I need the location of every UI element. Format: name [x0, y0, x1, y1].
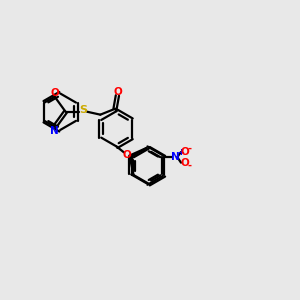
Text: O: O [114, 87, 122, 97]
Text: O: O [180, 158, 189, 168]
Text: -: - [188, 144, 192, 154]
Text: O: O [180, 147, 189, 157]
Text: N: N [171, 152, 180, 162]
Text: N: N [50, 126, 59, 136]
Text: -: - [188, 160, 192, 171]
Text: O: O [123, 150, 131, 160]
Text: S: S [79, 105, 87, 115]
Text: O: O [50, 88, 59, 98]
Text: +: + [177, 148, 184, 158]
